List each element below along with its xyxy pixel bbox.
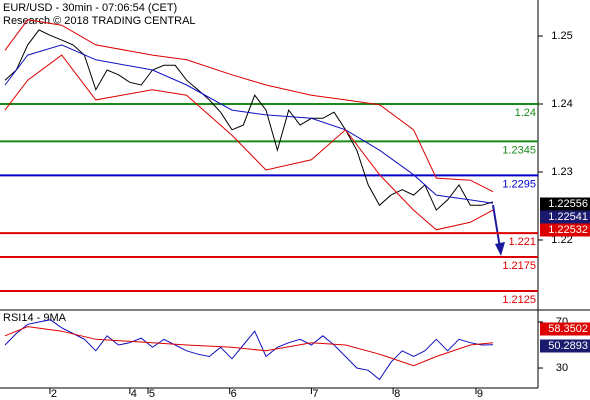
level-label: 1.221 bbox=[508, 236, 536, 248]
y-tick-label: 1.23 bbox=[551, 166, 572, 178]
projection-arrowhead bbox=[495, 242, 505, 256]
x-tick-label: 5 bbox=[149, 388, 155, 400]
level-label: 1.2345 bbox=[502, 144, 536, 156]
y-tick-label: 1.22 bbox=[551, 234, 572, 246]
series-line bbox=[4, 44, 494, 204]
y-tick-label: 1.24 bbox=[551, 98, 572, 110]
series-line bbox=[4, 29, 494, 211]
series-line bbox=[4, 19, 494, 193]
last-value-label: 58.3502 bbox=[548, 323, 588, 335]
level-label: 1.2175 bbox=[502, 260, 536, 272]
x-tick-label: 6 bbox=[231, 388, 237, 400]
last-value-label: 50.2893 bbox=[548, 340, 588, 352]
series-line bbox=[4, 54, 494, 231]
last-value-label: 1.22541 bbox=[548, 211, 588, 223]
rsi-title: RSI14 - 9MA bbox=[3, 312, 67, 324]
x-tick-label: 8 bbox=[394, 388, 400, 400]
level-label: 1.24 bbox=[515, 107, 536, 119]
level-label: 1.2295 bbox=[502, 178, 536, 190]
y-tick-label: 30 bbox=[556, 362, 568, 374]
last-value-label: 1.22556 bbox=[548, 198, 588, 210]
projection-arrow bbox=[492, 204, 501, 249]
y-tick-label: 1.25 bbox=[551, 30, 572, 42]
x-tick-label: 4 bbox=[131, 388, 137, 400]
x-tick-label: 7 bbox=[312, 388, 318, 400]
last-value-label: 1.22532 bbox=[548, 224, 588, 236]
last-value-box bbox=[540, 322, 590, 336]
series-line bbox=[4, 326, 494, 367]
x-tick-label: 9 bbox=[477, 388, 483, 400]
x-tick-label: 2 bbox=[51, 388, 57, 400]
series-line bbox=[4, 319, 494, 381]
last-value-box bbox=[540, 223, 590, 237]
last-value-box bbox=[540, 197, 590, 211]
chart-subtitle: Research © 2018 TRADING CENTRAL bbox=[3, 15, 196, 27]
last-value-box bbox=[540, 339, 590, 353]
last-value-box bbox=[540, 210, 590, 224]
level-label: 1.2125 bbox=[502, 294, 536, 306]
chart-title: EUR/USD - 30min - 07:06:54 (CET) bbox=[3, 2, 177, 14]
